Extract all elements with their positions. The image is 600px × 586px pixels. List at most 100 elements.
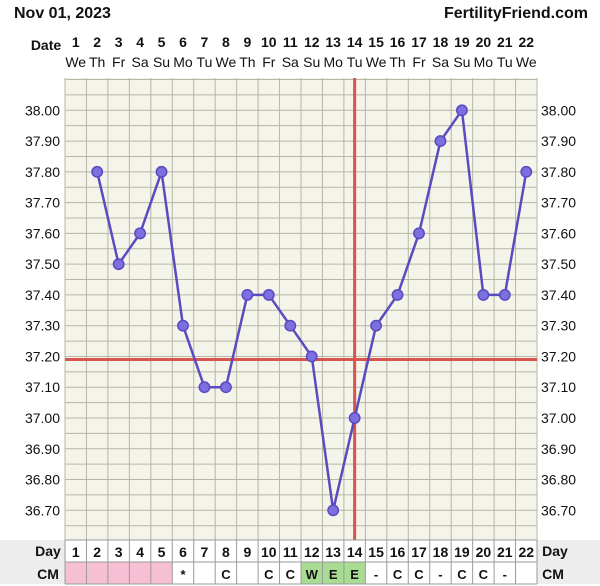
cm-cell <box>451 562 473 584</box>
day-row-label-left: Day <box>35 543 61 559</box>
date-label: 12 <box>304 34 320 50</box>
day-label: 9 <box>243 544 251 560</box>
y-tick-label-left: 37.10 <box>25 379 60 395</box>
y-tick-label-right: 37.50 <box>541 256 576 272</box>
weekday-label: Mo <box>474 54 494 70</box>
cm-cell <box>365 562 387 584</box>
cm-cell <box>65 562 87 584</box>
temperature-point <box>498 288 511 301</box>
cm-cell <box>429 562 452 584</box>
date-label: 2 <box>93 34 101 50</box>
day-row-label-right: Day <box>542 543 568 559</box>
weekday-label: Mo <box>323 54 343 70</box>
cm-cell <box>172 562 194 584</box>
temperature-point <box>262 288 275 301</box>
site-name: FertilityFriend.com <box>443 5 588 22</box>
day-label: 4 <box>136 544 144 560</box>
temperature-point <box>413 227 425 240</box>
y-tick-label-right: 37.80 <box>541 164 576 180</box>
temperature-point <box>177 319 189 332</box>
cm-cell <box>215 562 237 584</box>
day-label: 15 <box>368 544 384 560</box>
day-label: 10 <box>261 544 277 560</box>
weekday-label: We <box>366 54 387 70</box>
weekday-label: Tu <box>197 54 213 70</box>
cm-cell <box>236 562 259 584</box>
temperature-point <box>370 319 383 332</box>
cm-label: C <box>414 567 424 582</box>
cm-cell <box>107 562 130 584</box>
weekday-label: Sa <box>432 54 449 70</box>
y-tick-label-right: 37.90 <box>541 133 576 149</box>
cm-cell <box>129 562 151 584</box>
cm-label: C <box>221 567 231 582</box>
cm-cell <box>515 562 537 584</box>
day-label: 21 <box>497 544 513 560</box>
weekday-label: Th <box>239 54 255 70</box>
day-label: 18 <box>433 544 449 560</box>
temperature-point <box>327 504 340 517</box>
day-label: 20 <box>476 544 492 560</box>
weekday-label: Th <box>389 54 405 70</box>
weekday-label: We <box>216 54 237 70</box>
cm-label: E <box>350 567 359 582</box>
cm-row-label-right: CM <box>542 566 564 582</box>
temperature-point <box>391 288 404 301</box>
date-label: 19 <box>454 34 470 50</box>
day-label: 7 <box>201 544 209 560</box>
cm-cell <box>86 562 108 584</box>
temperature-point <box>348 412 361 424</box>
cm-label: C <box>264 567 274 582</box>
temperature-point <box>455 104 468 117</box>
date-label: 5 <box>158 34 166 50</box>
day-label: 12 <box>304 544 320 560</box>
date-label: 15 <box>368 34 384 50</box>
date-label: 14 <box>347 34 363 50</box>
y-tick-label-left: 38.00 <box>25 102 60 118</box>
weekday-label: Fr <box>112 54 126 70</box>
cm-label: C <box>457 567 467 582</box>
date-label: 17 <box>411 34 427 50</box>
temperature-point <box>219 381 232 394</box>
cm-label: C <box>286 567 296 582</box>
cm-cell <box>279 562 301 584</box>
day-label: 2 <box>93 544 101 560</box>
cm-row-label-left: CM <box>37 566 59 582</box>
day-label: 6 <box>179 544 187 560</box>
y-tick-label-left: 37.40 <box>25 287 60 303</box>
date-label: 1 <box>72 34 80 50</box>
day-label: 14 <box>347 544 363 560</box>
temperature-point <box>477 288 490 301</box>
cm-label: - <box>374 567 378 582</box>
y-tick-label-right: 38.00 <box>541 102 576 118</box>
y-tick-label-left: 37.20 <box>25 348 60 364</box>
day-label: 5 <box>158 544 166 560</box>
y-tick-label-left: 36.80 <box>25 472 60 488</box>
weekday-label: Su <box>303 54 320 70</box>
chart-date: Nov 01, 2023 <box>14 5 111 22</box>
temperature-point <box>112 258 125 271</box>
date-label: 20 <box>476 34 492 50</box>
day-label: 11 <box>283 544 298 560</box>
y-tick-label-right: 36.70 <box>541 502 576 518</box>
y-tick-label-left: 37.70 <box>25 195 60 211</box>
weekday-label: Fr <box>412 54 426 70</box>
date-row-label: Date <box>31 37 62 53</box>
y-tick-label-right: 37.60 <box>541 225 576 241</box>
y-tick-label-right: 37.40 <box>541 287 576 303</box>
weekday-label: Th <box>89 54 105 70</box>
day-label: 8 <box>222 544 230 560</box>
date-label: 3 <box>115 34 123 50</box>
cm-cell <box>258 562 280 584</box>
date-label: 8 <box>222 34 230 50</box>
date-label: 13 <box>325 34 341 50</box>
weekday-label: Su <box>153 54 170 70</box>
weekday-label: Tu <box>347 54 363 70</box>
cm-label: C <box>479 567 489 582</box>
temperature-point <box>198 381 211 394</box>
day-label: 19 <box>454 544 470 560</box>
cm-label: E <box>329 567 338 582</box>
weekday-label: We <box>65 54 86 70</box>
date-label: 21 <box>497 34 513 50</box>
